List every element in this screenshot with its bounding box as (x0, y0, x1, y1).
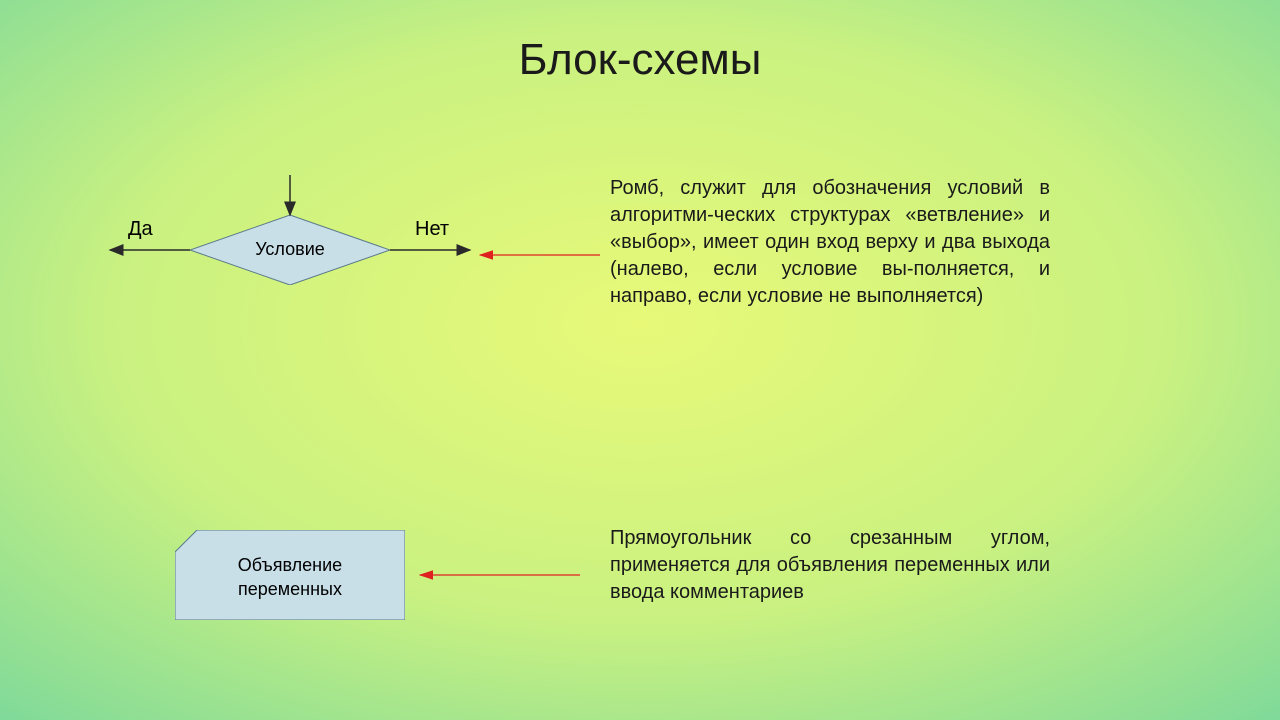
diamond-description: Ромб, служит для обозначения условий в а… (610, 175, 1050, 310)
arrows-layer (0, 0, 1280, 720)
rect-description: Прямоугольник со срезанным углом, примен… (610, 525, 1050, 606)
yes-label: Да (128, 218, 153, 241)
no-label: Нет (415, 218, 449, 241)
